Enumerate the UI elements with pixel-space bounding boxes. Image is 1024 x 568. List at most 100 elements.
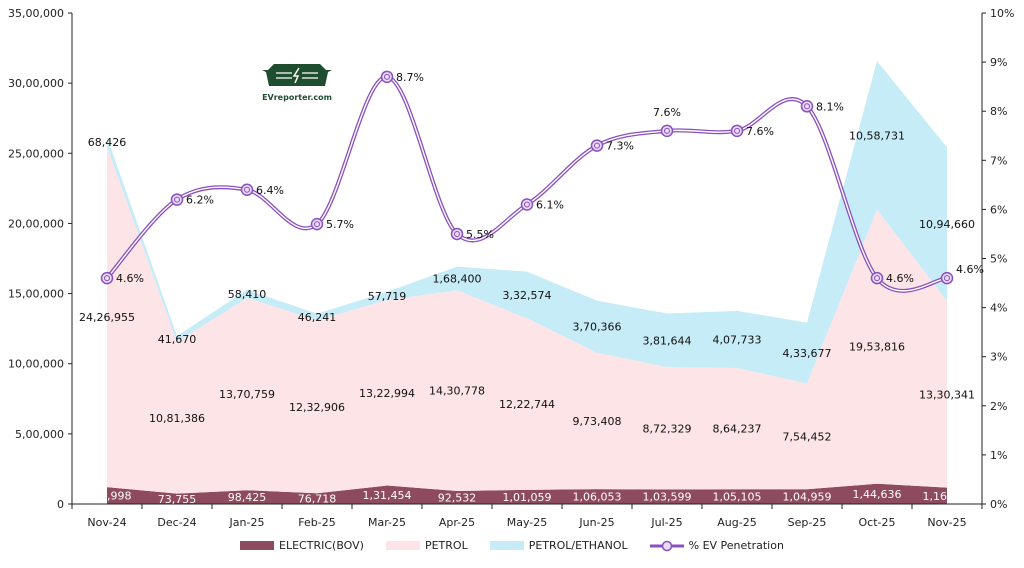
y-right-tick-label: 1% (990, 449, 1007, 462)
ev-penetration-marker (380, 70, 394, 84)
data-label: 1,44,636 (853, 488, 902, 501)
y-right-tick-label: 3% (990, 351, 1007, 364)
data-label: 1,31,454 (363, 489, 412, 502)
x-tick-label: Nov-25 (927, 516, 966, 529)
x-tick-label: Jul-25 (650, 516, 682, 529)
data-label: 8,64,237 (713, 423, 762, 436)
y-right-tick-label: 10% (990, 7, 1014, 20)
data-label: 13,70,759 (219, 388, 275, 401)
ev-penetration-label: 6.4% (256, 184, 284, 197)
legend-item: % EV Penetration (649, 539, 784, 552)
ev-penetration-marker-inner (594, 142, 600, 149)
ev-penetration-marker-inner (734, 127, 740, 134)
ev-penetration-label: 7.3% (606, 140, 634, 153)
ev-penetration-marker-inner (664, 127, 670, 134)
y-left-tick-label: 0 (57, 498, 64, 511)
data-label: 41,670 (158, 333, 197, 346)
data-label: 58,410 (228, 288, 267, 301)
ev-penetration-marker-inner (524, 201, 530, 208)
legend: ELECTRIC(BOV) PETROL PETROL/ETHANOL % EV Pe… (0, 539, 1024, 552)
x-tick-label: Mar-25 (368, 516, 406, 529)
ev-penetration-label: 4.6% (886, 272, 914, 285)
data-label: 1,68,400 (433, 272, 482, 285)
legend-label: % EV Penetration (688, 539, 784, 552)
ev-penetration-label: 5.7% (326, 218, 354, 231)
y-left-tick-label: 20,00,000 (8, 217, 64, 230)
ev-penetration-label: 4.6% (956, 263, 984, 276)
y-right-tick-label: 9% (990, 56, 1007, 69)
x-tick-label: Apr-25 (439, 516, 475, 529)
data-label: 1,06,053 (573, 491, 622, 504)
ev-penetration-marker-inner (174, 196, 180, 203)
data-label: 13,30,341 (919, 388, 975, 401)
ev-penetration-marker-inner (804, 103, 810, 110)
y-right-tick-label: 4% (990, 302, 1007, 315)
y-left-tick-label: 35,00,000 (8, 7, 64, 20)
data-label: 9,73,408 (573, 415, 622, 428)
ev-penetration-marker (240, 183, 254, 197)
ev-penetration-label: 5.5% (466, 228, 494, 241)
area-petrol (107, 146, 947, 494)
ev-penetration-marker (940, 271, 954, 285)
data-label: 92,532 (438, 492, 477, 505)
data-label: 12,32,906 (289, 401, 345, 414)
data-label: 57,719 (368, 290, 407, 303)
ev-penetration-marker-inner (104, 275, 110, 282)
y-right-tick-label: 0% (990, 498, 1007, 511)
data-label: 76,718 (298, 493, 337, 506)
legend-label: PETROL/ETHANOL (528, 539, 628, 552)
ev-penetration-label: 7.6% (653, 106, 681, 119)
ev-penetration-line-inner (106, 76, 948, 292)
ev-penetration-marker (660, 124, 674, 138)
legend-swatch (240, 541, 275, 550)
x-tick-label: May-25 (507, 516, 548, 529)
y-left-tick-label: 25,00,000 (8, 147, 64, 160)
legend-swatch (489, 541, 524, 550)
ev-penetration-marker-inner (454, 230, 460, 237)
legend-line-marker-icon (649, 540, 684, 551)
data-label: 12,22,744 (499, 398, 555, 411)
x-tick-label: Jun-25 (578, 516, 614, 529)
ev-penetration-marker-inner (244, 186, 250, 193)
x-tick-label: Nov-24 (87, 516, 126, 529)
data-label: 3,70,366 (573, 321, 622, 334)
y-right-tick-label: 5% (990, 253, 1007, 266)
ev-penetration-marker (100, 271, 114, 285)
data-label: 10,58,731 (849, 129, 905, 142)
x-tick-label: Sep-25 (788, 516, 827, 529)
ev-penetration-marker-inner (384, 73, 390, 80)
data-label: 19,53,816 (849, 341, 905, 354)
x-tick-label: Oct-25 (859, 516, 896, 529)
ev-penetration-label: 6.2% (186, 194, 214, 207)
evreporter-logo: EVreporter.com (262, 58, 332, 102)
x-tick-label: Dec-24 (157, 516, 196, 529)
data-label: 3,32,574 (503, 289, 552, 302)
data-label: 73,755 (158, 493, 197, 506)
data-label: 3,81,644 (643, 334, 692, 347)
ev-penetration-label: 4.6% (116, 272, 144, 285)
data-label: 1,03,599 (643, 491, 692, 504)
legend-label: ELECTRIC(BOV) (279, 539, 364, 552)
ev-penetration-marker (590, 139, 604, 152)
data-label: 1,05,105 (713, 491, 762, 504)
ev-penetration-marker (310, 217, 324, 231)
ev-penetration-marker-inner (314, 221, 320, 228)
data-label: 14,30,778 (429, 385, 485, 398)
ev-penetration-marker (800, 100, 814, 113)
y-right-tick-label: 7% (990, 154, 1007, 167)
logo-text: EVreporter.com (262, 93, 332, 102)
legend-item: PETROL/ETHANOL (489, 539, 628, 552)
ev-penetration-marker (870, 271, 884, 285)
y-left-tick-label: 10,00,000 (8, 358, 64, 371)
y-right-tick-label: 2% (990, 400, 1007, 413)
y-left-tick-label: 5,00,000 (15, 428, 64, 441)
legend-swatch (385, 541, 420, 550)
legend-label: PETROL (424, 539, 468, 552)
x-tick-label: Jan-25 (229, 516, 265, 529)
data-label: 46,241 (298, 311, 337, 324)
ev-penetration-marker (730, 124, 744, 138)
car-logo-icon (262, 64, 332, 86)
data-label: 10,81,386 (149, 412, 205, 425)
y-right-tick-label: 6% (990, 203, 1007, 216)
